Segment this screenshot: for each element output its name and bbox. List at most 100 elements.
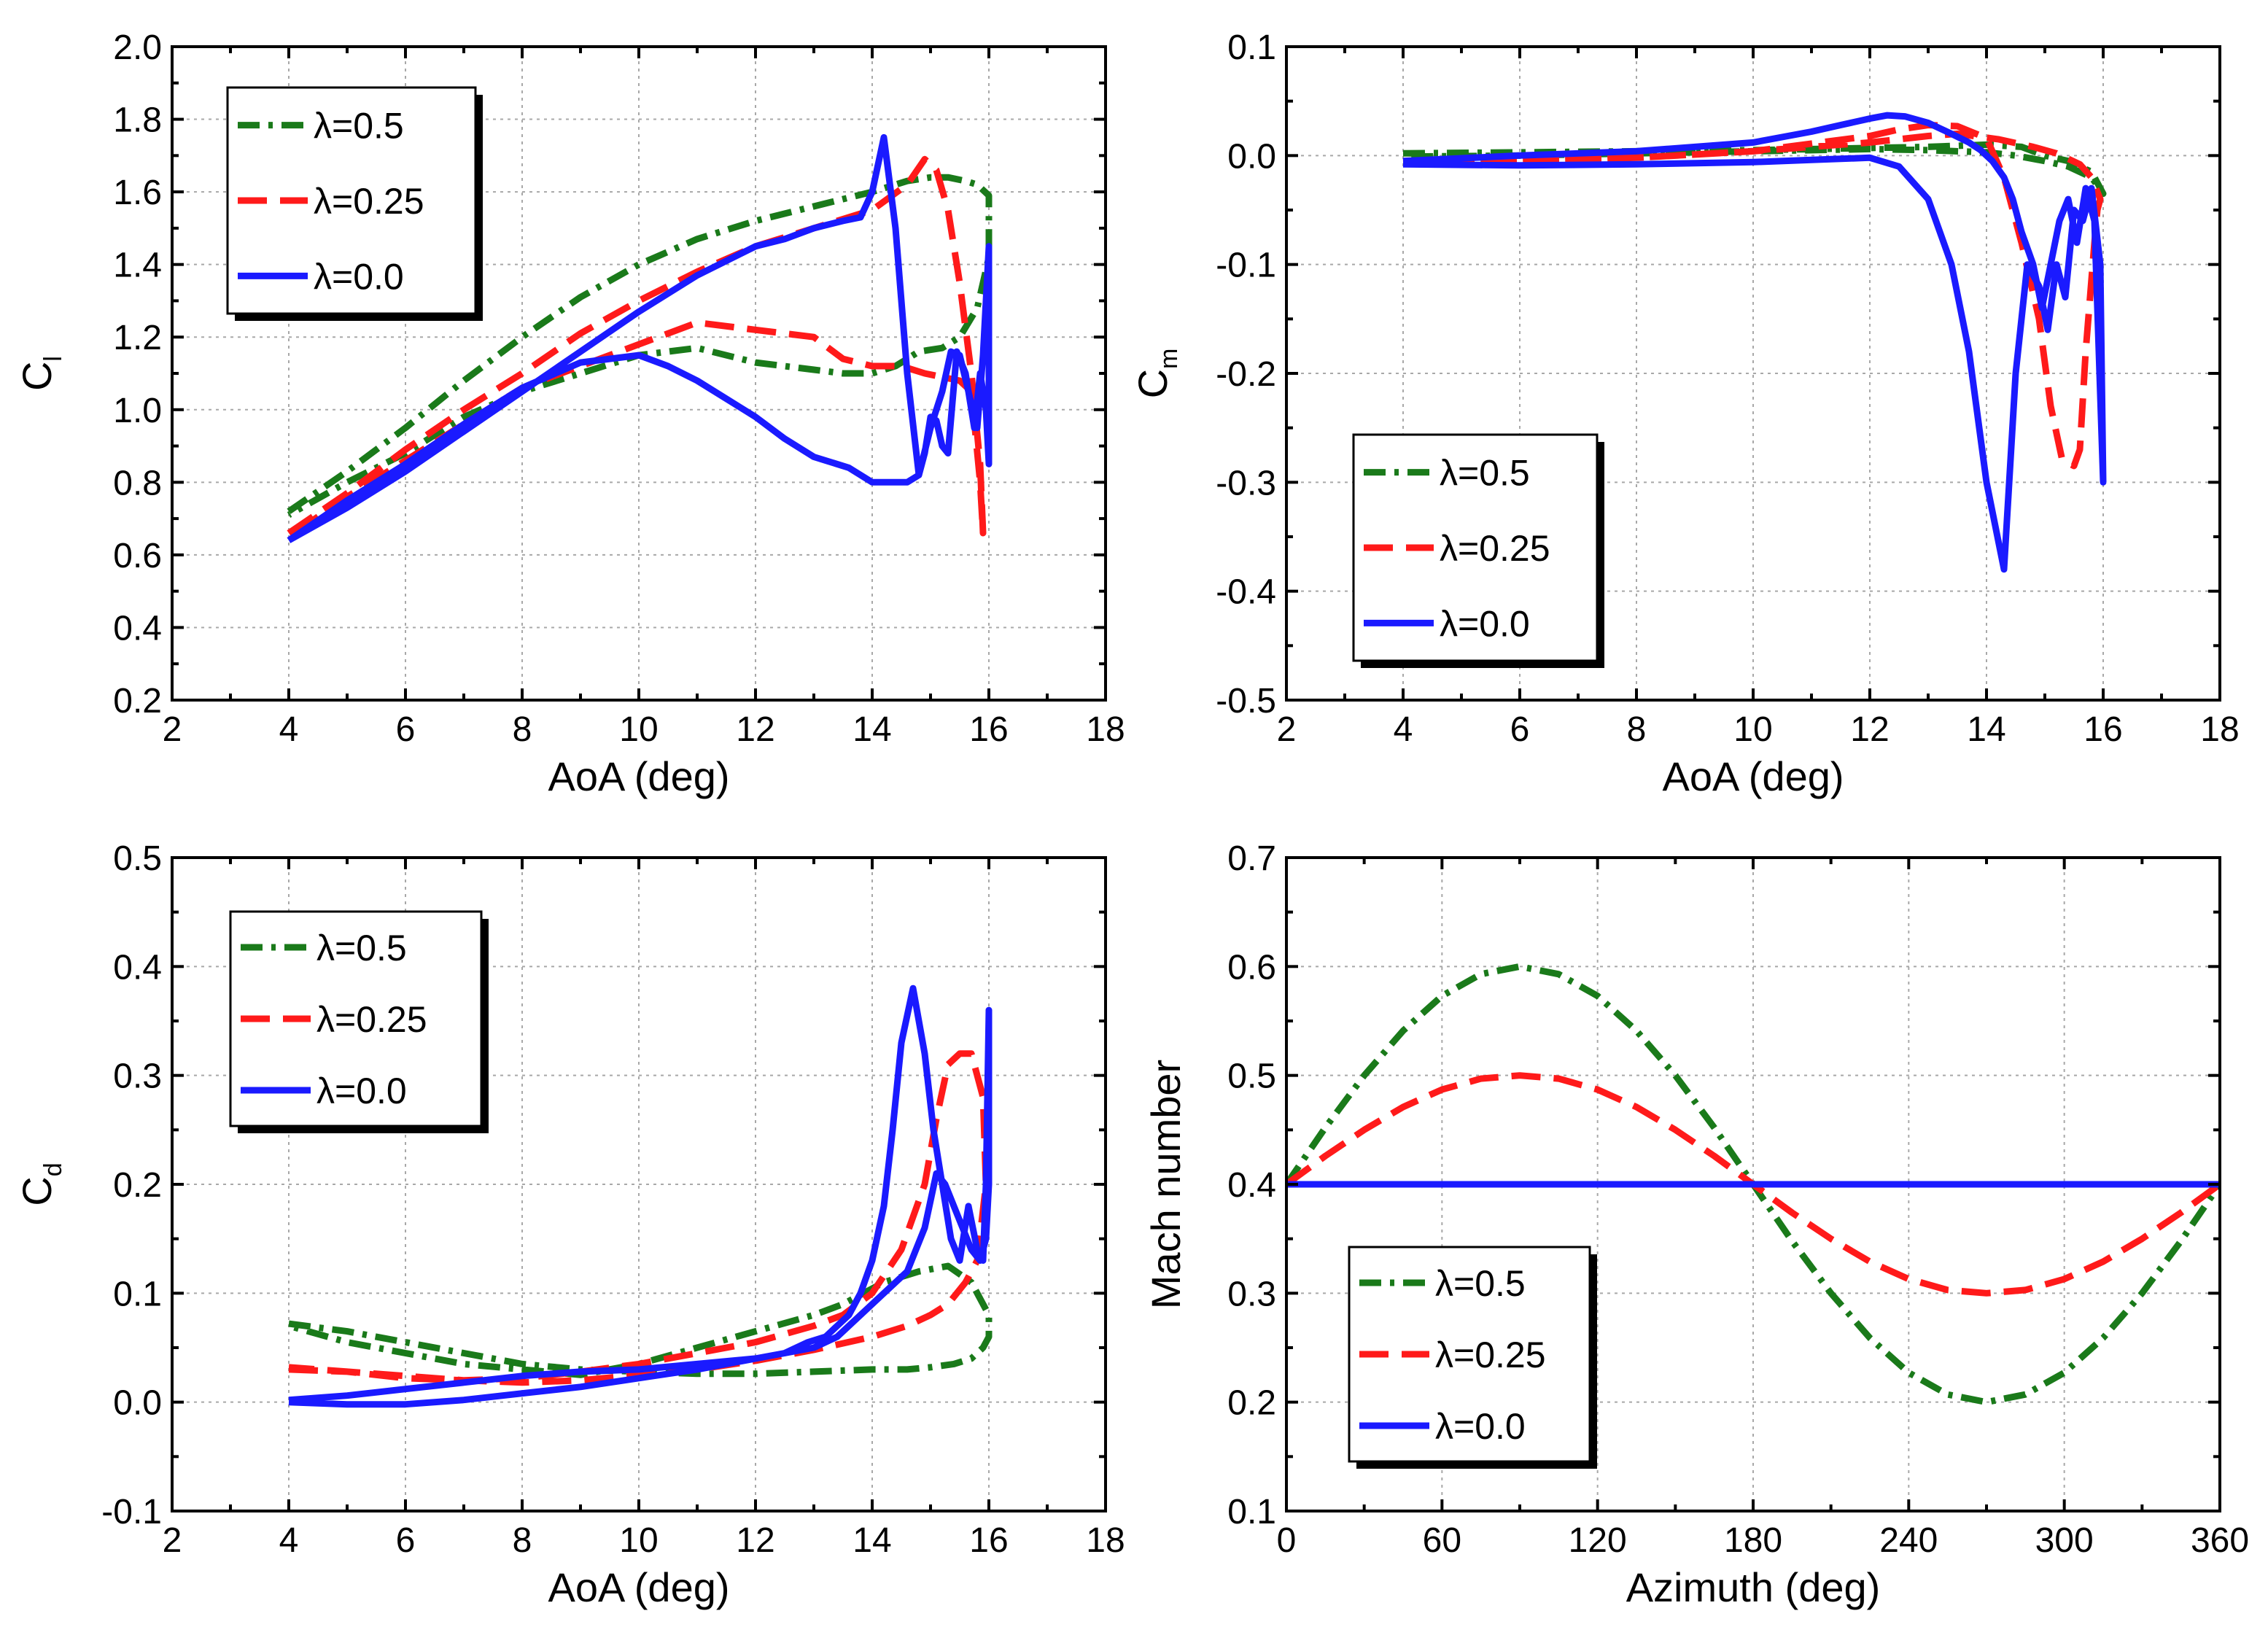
- x-tick-label: 12: [736, 1521, 774, 1560]
- x-tick-label: 12: [736, 710, 774, 749]
- y-tick-label: 0.2: [113, 1166, 162, 1205]
- x-tick-label: 4: [1394, 710, 1413, 749]
- y-tick-label: 0.4: [113, 948, 162, 987]
- legend-label-lambda-0-25: λ=0.25: [1440, 528, 1550, 569]
- y-tick-label: 0.5: [1227, 1057, 1276, 1096]
- x-axis-label: AoA (deg): [548, 753, 729, 799]
- series-line-lambda-0-0: [288, 985, 993, 1408]
- tick-marks: [171, 856, 1107, 1512]
- x-tick-label: 18: [2200, 710, 2239, 749]
- x-tick-label: 6: [1510, 710, 1530, 749]
- y-axis-label-subscript: d: [39, 1162, 67, 1176]
- legend-label-lambda-0-0: λ=0.0: [1435, 1406, 1526, 1447]
- y-tick-label: 0.4: [113, 609, 162, 648]
- y-axis-label-subscript: m: [1155, 349, 1183, 369]
- y-tick-label: 0.6: [1227, 948, 1276, 987]
- series-group: [1286, 963, 2220, 1406]
- y-tick-label: 0.4: [1227, 1166, 1276, 1205]
- legend: λ=0.5 λ=0.25 λ=0.0: [1352, 433, 1604, 668]
- y-tick-label: 2.0: [113, 28, 162, 67]
- y-tick-label: -0.5: [1216, 682, 1276, 721]
- y-axis-label: Cl: [14, 356, 67, 391]
- x-tick-label: 300: [2035, 1521, 2094, 1560]
- legend-label-lambda-0-25: λ=0.25: [1435, 1335, 1546, 1375]
- legend-label-lambda-0-5: λ=0.5: [1435, 1263, 1526, 1304]
- x-tick-label: 16: [969, 710, 1008, 749]
- legend: λ=0.5 λ=0.25 λ=0.0: [226, 86, 483, 321]
- tick-marks: [1285, 45, 2221, 702]
- legend: λ=0.5 λ=0.25 λ=0.0: [1348, 1246, 1597, 1469]
- x-tick-label: 2: [163, 710, 182, 749]
- x-tick-label: 8: [1627, 710, 1647, 749]
- x-tick-label: 16: [2083, 710, 2122, 749]
- panel-cm: 2 4 6 8 10 12 14 16 18 -0.5 -0.4 -0.3 -0.2 -0.1 0.0 0.1…: [1130, 28, 2240, 799]
- y-tick-label: 1.0: [113, 392, 162, 430]
- legend-label-lambda-0-5: λ=0.5: [316, 928, 407, 968]
- legend-label-lambda-0-0: λ=0.0: [1440, 603, 1530, 644]
- y-tick-label: 0.0: [1227, 137, 1276, 176]
- x-tick-label: 10: [1733, 710, 1772, 749]
- y-tick-label: 1.8: [113, 101, 162, 140]
- x-tick-label: 18: [1086, 1521, 1125, 1560]
- x-tick-label: 12: [1850, 710, 1889, 749]
- x-tick-label: 4: [279, 710, 299, 749]
- x-axis-label: Azimuth (deg): [1626, 1564, 1881, 1610]
- x-tick-label: 6: [396, 1521, 416, 1560]
- x-tick-label: 8: [513, 710, 532, 749]
- x-tick-label: 10: [619, 1521, 658, 1560]
- y-tick-label: 0.1: [1227, 28, 1276, 67]
- y-tick-label: 1.6: [113, 174, 162, 212]
- series-line-lambda-0-0: [1402, 112, 2107, 573]
- series-group: [287, 985, 993, 1408]
- x-tick-label: 18: [1086, 710, 1125, 749]
- x-tick-label: 14: [1967, 710, 2005, 749]
- series-line-lambda-0-25: [1402, 122, 2104, 470]
- y-tick-label: 0.0: [113, 1384, 162, 1423]
- series-group: [287, 133, 993, 543]
- x-tick-label: 6: [396, 710, 416, 749]
- x-tick-label: 60: [1423, 1521, 1461, 1560]
- legend-label-lambda-0-25: λ=0.25: [316, 999, 427, 1040]
- x-axis-label: AoA (deg): [548, 1564, 729, 1610]
- x-tick-label: 0: [1277, 1521, 1297, 1560]
- legend-label-lambda-0-0: λ=0.0: [314, 256, 404, 297]
- y-tick-label: 0.2: [1227, 1384, 1276, 1423]
- x-tick-label: 360: [2191, 1521, 2249, 1560]
- y-tick-label: 0.1: [113, 1275, 162, 1313]
- legend-box: [1352, 433, 1599, 662]
- x-tick-label: 240: [1879, 1521, 1938, 1560]
- y-tick-label: 0.2: [113, 682, 162, 721]
- y-tick-label: 0.7: [1227, 839, 1276, 878]
- legend-label-lambda-0-5: λ=0.5: [314, 106, 404, 147]
- x-tick-label: 10: [619, 710, 658, 749]
- legend: λ=0.5 λ=0.25 λ=0.0: [229, 910, 489, 1133]
- x-tick-label: 8: [513, 1521, 532, 1560]
- y-tick-label: -0.1: [1216, 246, 1276, 285]
- y-axis-label: Cm: [1130, 349, 1183, 399]
- x-tick-label: 4: [279, 1521, 299, 1560]
- y-tick-label: 0.3: [113, 1057, 162, 1096]
- y-tick-label: 1.2: [113, 319, 162, 357]
- series-line-lambda-0-25: [288, 1050, 990, 1386]
- x-tick-label: 14: [853, 1521, 891, 1560]
- series-line-lambda-0-0: [287, 133, 993, 543]
- y-tick-label: 0.1: [1227, 1493, 1276, 1531]
- y-tick-label: 0.5: [113, 839, 162, 878]
- x-tick-label: 180: [1724, 1521, 1782, 1560]
- tick-marks: [171, 45, 1107, 702]
- series-line-lambda-0-25: [287, 155, 987, 540]
- y-tick-label: 0.8: [113, 464, 162, 502]
- x-tick-label: 2: [163, 1521, 182, 1560]
- x-tick-label: 14: [853, 710, 891, 749]
- panel-cl: 2 4 6 8 10 12 14 16 18 0.2 0.4 0.6 0.8 1.0 1.2 1.4 1.6 1.…: [14, 28, 1125, 799]
- series-group: [1402, 112, 2107, 573]
- y-axis-label-subscript: l: [39, 356, 67, 362]
- y-tick-label: -0.1: [101, 1493, 162, 1531]
- x-axis-label: AoA (deg): [1662, 753, 1844, 799]
- y-tick-label: 0.3: [1227, 1275, 1276, 1313]
- y-tick-label: 0.6: [113, 537, 162, 575]
- legend-label-lambda-0-0: λ=0.0: [316, 1071, 407, 1111]
- panel-cd: 2 4 6 8 10 12 14 16 18 -0.1 0.0 0.1 0.2 0.3 0.4 0.5 AoA …: [14, 839, 1125, 1610]
- y-tick-label: -0.2: [1216, 355, 1276, 394]
